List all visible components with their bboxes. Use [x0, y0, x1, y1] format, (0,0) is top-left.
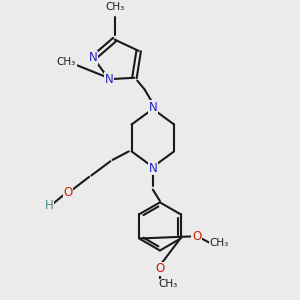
Text: CH₃: CH₃: [105, 2, 124, 12]
Text: N: N: [148, 162, 157, 175]
Text: CH₃: CH₃: [57, 57, 76, 67]
Text: N: N: [148, 101, 157, 114]
Text: N: N: [105, 73, 113, 86]
Text: CH₃: CH₃: [159, 280, 178, 290]
Text: O: O: [63, 186, 73, 199]
Text: N: N: [89, 52, 98, 64]
Text: O: O: [155, 262, 164, 275]
Text: O: O: [192, 230, 201, 243]
Text: CH₃: CH₃: [210, 238, 229, 248]
Text: H: H: [45, 199, 54, 212]
